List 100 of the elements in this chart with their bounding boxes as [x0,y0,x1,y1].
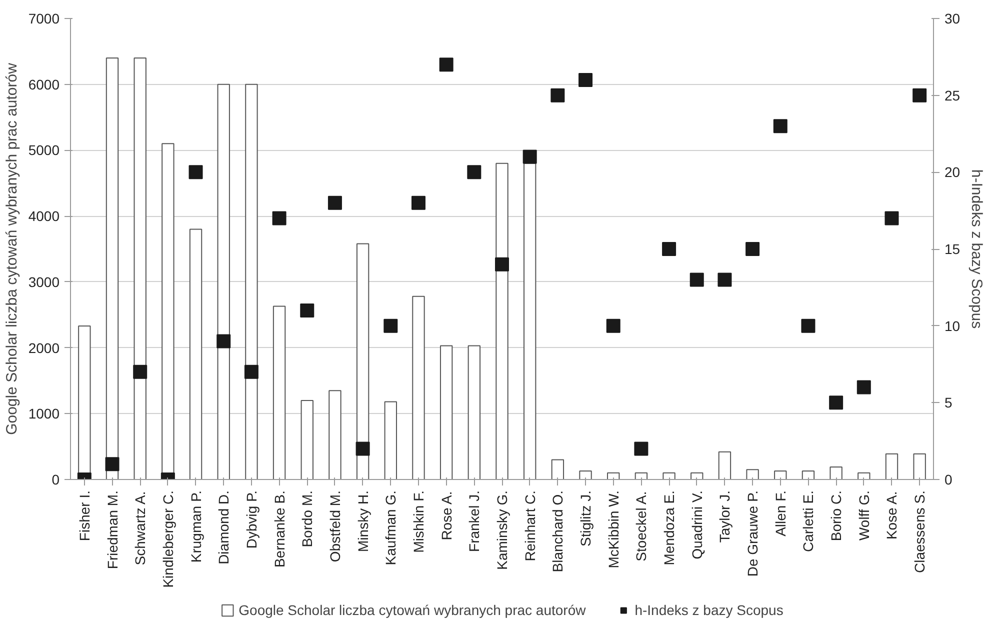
x-tick-label: Friedman M. [104,490,120,570]
y2-tick-label: 5 [944,394,952,411]
x-tick-label: Obstfeld M. [326,490,343,562]
x-tick-label: Frankel J. [466,490,482,552]
x-tick-label: Minsky H. [354,490,371,552]
x-tick-label: Blanchard O. [550,490,566,572]
bar [300,400,314,480]
x-tick-label: Borio C. [828,490,844,542]
bar [913,453,926,480]
bar [496,162,508,480]
bar [579,470,592,480]
point [884,211,899,226]
x-tick-label: Krugman P. [188,490,204,563]
point [384,318,398,333]
x-tick-label: Bordo M. [299,490,316,548]
y2-tick-label: 0 [944,472,952,488]
point [606,318,620,333]
point [829,396,844,410]
y-tick-label: 6000 [28,76,60,92]
bar [634,472,648,480]
bar [830,466,842,480]
x-tick-label: Carletti E. [800,490,816,552]
x-tick-label: Quadrini V. [688,490,705,560]
point [105,457,120,472]
point [356,442,370,456]
y-axis-title: Google Scholar liczba cytowań wybranych prac autorów [3,62,20,435]
bar [189,228,202,480]
y-tick-label: 0 [52,472,60,488]
point [662,242,676,256]
y-tick-label: 2000 [28,340,60,356]
bar [245,84,258,480]
bar [746,469,759,480]
bar [718,451,732,480]
y2-axis-title: h-Indeks z bazy Scopus [968,169,986,329]
bar [774,470,787,480]
point [411,196,426,210]
point [244,364,258,379]
bar [272,306,286,480]
point [495,257,509,272]
x-tick-label: Kose A. [884,491,900,540]
bar [468,345,481,480]
bar [662,472,676,480]
point [467,165,482,180]
bar [607,472,620,480]
bar [551,459,564,480]
bar [440,345,453,480]
bar [858,472,870,480]
bar [802,470,815,480]
x-tick-label: Stiglitz J. [578,490,594,547]
x-tick-label: Wolff G. [856,490,872,541]
y2-tick-label: 15 [944,241,960,257]
x-tick-label: Dybvig P. [243,490,260,549]
point [272,211,286,226]
point [328,196,342,210]
x-tick-label: Allen F. [772,490,788,536]
x-tick-label: Claessens S. [912,490,928,573]
legend-label: Google Scholar liczba cytowań wybranych prac autorów [238,602,586,618]
bar [885,453,898,480]
y-tick-label: 1000 [28,406,60,422]
bar [328,390,342,480]
x-tick-label: Mendoza E. [661,490,678,566]
point [133,364,148,379]
bar [412,296,425,480]
bar [106,58,119,480]
y2-tick-label: 20 [944,164,960,180]
x-tick-label: Rose A. [438,491,454,540]
point [634,442,648,456]
y2-tick-label: 25 [944,87,960,104]
y2-tick-label: 30 [944,10,960,26]
x-tick-label: De Grauwe P. [744,490,761,577]
y2-tick-label: 10 [944,318,960,334]
point [216,334,231,348]
point [522,150,537,164]
x-tick-label: Mishkin F. [410,490,426,553]
bar [384,401,397,480]
y-tick-label: 4000 [28,208,60,224]
x-tick-label: Schwartz A. [132,491,148,566]
x-tick-label: Taylor J. [716,490,733,543]
x-tick-label: Kindleberger C. [160,490,176,588]
x-tick-label: Bernanke B. [271,490,288,568]
point [188,165,203,180]
bar [690,472,704,480]
point [690,272,704,287]
x-tick-label: Kaminsky G. [494,490,510,570]
point [300,303,314,318]
y-tick-label: 7000 [28,10,60,26]
point [439,58,454,72]
point [578,72,593,87]
x-tick-label: Fisher I. [76,490,92,542]
bar [523,162,536,480]
bar [134,58,146,480]
x-tick-label: Reinhart C. [522,490,538,562]
point [550,88,565,102]
legend-label: h-Indeks z bazy Scopus [634,602,784,618]
point [856,380,871,394]
y-tick-label: 3000 [28,274,60,290]
point [773,119,788,134]
bar [356,243,370,480]
x-tick-label: Diamond D. [216,490,232,564]
x-tick-label: McKibbin W. [605,490,622,568]
